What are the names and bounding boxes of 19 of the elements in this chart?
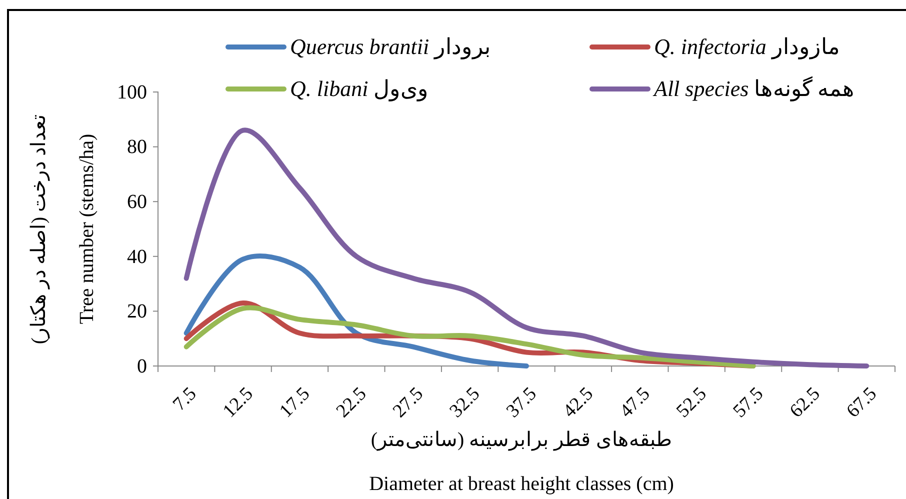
x-tick-label: 57.5 <box>729 384 768 422</box>
y-tick-label: 100 <box>117 81 147 104</box>
x-tick-label: 32.5 <box>446 384 484 422</box>
y-tick-label: 0 <box>137 355 147 378</box>
x-tick-label: 27.5 <box>389 384 428 422</box>
x-tick-label: 67.5 <box>842 384 882 422</box>
x-tick-label: 62.5 <box>786 384 824 422</box>
y-tick-label: 20 <box>127 300 147 323</box>
x-tick-label: 37.5 <box>502 384 541 422</box>
x-tick-label: 22.5 <box>332 384 371 422</box>
y-tick-label: 40 <box>127 246 147 268</box>
x-tick-label: 17.5 <box>276 384 314 422</box>
x-tick-label: 12.5 <box>219 384 258 422</box>
y-tick-label: 80 <box>127 136 147 158</box>
x-tick-label: 42.5 <box>559 384 598 422</box>
x-tick-label: 52.5 <box>672 384 711 422</box>
x-tick-label: 7.5 <box>169 384 201 416</box>
y-tick-label: 60 <box>127 191 147 213</box>
x-tick-label: 47.5 <box>616 384 654 422</box>
